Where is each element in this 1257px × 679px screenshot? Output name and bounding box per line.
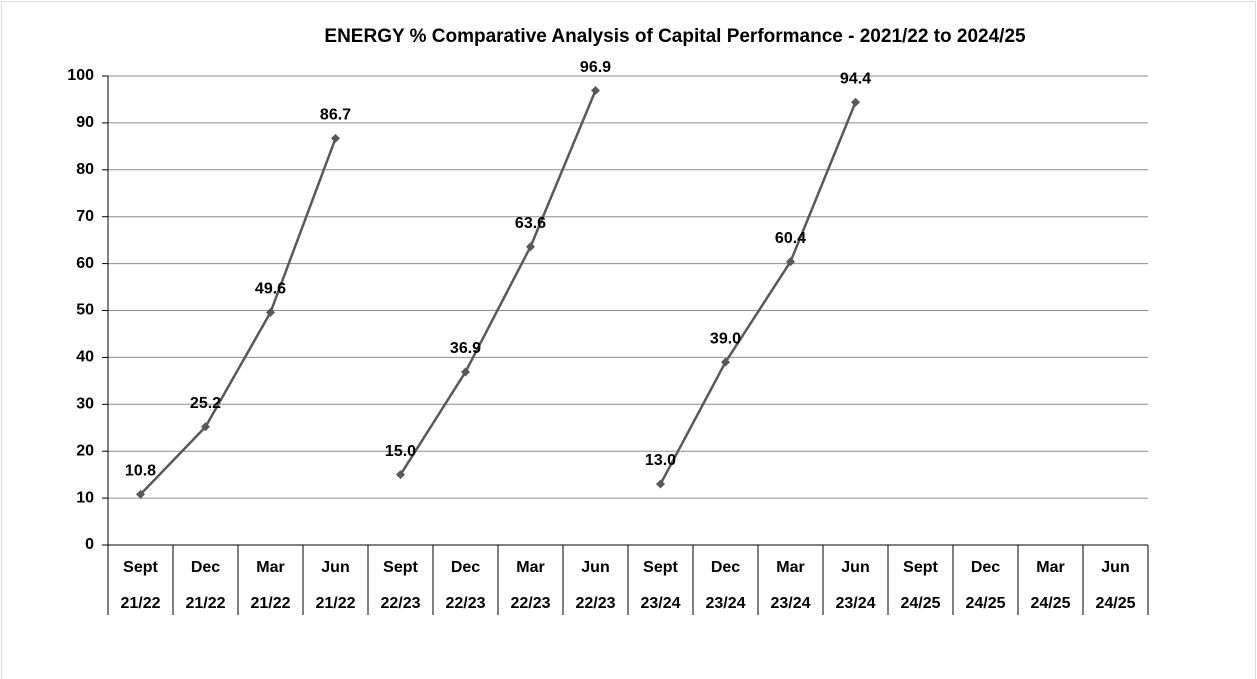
x-tick-label: Sept bbox=[383, 559, 418, 576]
x-tick-label: 22/23 bbox=[380, 595, 420, 612]
x-tick-label: Mar bbox=[256, 559, 284, 576]
x-tick-label: 22/23 bbox=[445, 595, 485, 612]
x-tick-label: Jun bbox=[1101, 559, 1129, 576]
x-tick-label: Dec bbox=[711, 559, 740, 576]
point-marker bbox=[136, 489, 145, 499]
point-marker bbox=[851, 97, 860, 107]
point-marker bbox=[591, 86, 600, 96]
x-tick-label: 21/22 bbox=[315, 595, 355, 612]
x-tick-label: 24/25 bbox=[900, 595, 940, 612]
series-line bbox=[659, 101, 857, 485]
data-label: 25.2 bbox=[190, 395, 221, 412]
y-tick-label: 40 bbox=[76, 349, 94, 366]
x-tick-label: 21/22 bbox=[185, 595, 225, 612]
data-label: 96.9 bbox=[580, 59, 611, 76]
y-tick-label: 70 bbox=[76, 208, 94, 225]
x-tick-label: 21/22 bbox=[120, 595, 160, 612]
x-tick-label: Dec bbox=[971, 559, 1000, 576]
x-tick-label: 22/23 bbox=[510, 595, 550, 612]
y-tick-label: 0 bbox=[85, 536, 94, 553]
data-label: 36.9 bbox=[450, 340, 481, 357]
x-tick-label: Dec bbox=[191, 559, 220, 576]
y-tick-label: 100 bbox=[67, 67, 94, 84]
data-label: 13.0 bbox=[645, 452, 676, 469]
y-tick-label: 10 bbox=[76, 489, 94, 506]
x-tick-label: Dec bbox=[451, 559, 480, 576]
y-tick-label: 20 bbox=[76, 442, 94, 459]
x-tick-label: 23/24 bbox=[705, 595, 745, 612]
x-tick-label: Mar bbox=[516, 559, 544, 576]
y-tick-label: 80 bbox=[76, 161, 94, 178]
point-marker bbox=[526, 242, 535, 252]
x-tick-label: 24/25 bbox=[1095, 595, 1135, 612]
x-tick-label: Sept bbox=[643, 559, 678, 576]
point-marker bbox=[201, 422, 210, 432]
point-marker bbox=[331, 133, 340, 143]
x-tick-label: 23/24 bbox=[770, 595, 810, 612]
data-label: 39.0 bbox=[710, 330, 741, 347]
x-tick-label: 24/25 bbox=[965, 595, 1005, 612]
data-label: 86.7 bbox=[320, 107, 351, 124]
x-tick-label: Mar bbox=[1036, 559, 1064, 576]
data-label: 60.4 bbox=[775, 230, 806, 247]
point-marker bbox=[396, 470, 405, 480]
y-tick-label: 30 bbox=[76, 396, 94, 413]
series-line bbox=[139, 137, 337, 496]
y-tick-label: 50 bbox=[76, 302, 94, 319]
data-label: 63.6 bbox=[515, 215, 546, 232]
x-tick-label: Sept bbox=[123, 559, 158, 576]
x-tick-label: Sept bbox=[903, 559, 938, 576]
x-tick-label: 23/24 bbox=[640, 595, 680, 612]
series-line bbox=[399, 90, 597, 476]
point-marker bbox=[266, 307, 275, 317]
x-tick-label: 24/25 bbox=[1030, 595, 1070, 612]
data-label: 10.8 bbox=[125, 463, 156, 480]
x-tick-label: 23/24 bbox=[835, 595, 875, 612]
data-label: 49.6 bbox=[255, 281, 286, 298]
y-tick-label: 90 bbox=[76, 114, 94, 131]
data-label: 15.0 bbox=[385, 443, 416, 460]
data-label: 94.4 bbox=[840, 70, 871, 87]
x-tick-label: Mar bbox=[776, 559, 804, 576]
x-tick-label: Jun bbox=[321, 559, 349, 576]
x-tick-label: Jun bbox=[841, 559, 869, 576]
point-marker bbox=[786, 257, 795, 267]
point-marker bbox=[656, 479, 665, 489]
chart-title: ENERGY % Comparative Analysis of Capital… bbox=[324, 26, 1026, 47]
x-tick-label: 21/22 bbox=[250, 595, 290, 612]
point-marker bbox=[461, 367, 470, 377]
x-tick-label: 22/23 bbox=[575, 595, 615, 612]
point-marker bbox=[721, 357, 730, 367]
x-tick-label: Jun bbox=[581, 559, 609, 576]
y-tick-label: 60 bbox=[76, 255, 94, 272]
